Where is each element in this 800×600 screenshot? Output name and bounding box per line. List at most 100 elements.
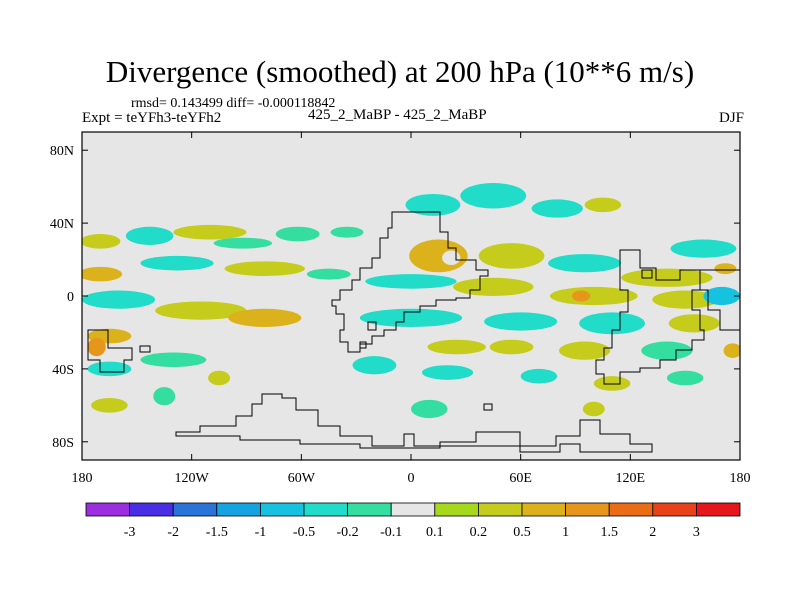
field-blob-4: [275, 226, 320, 242]
field-blob-52: [582, 401, 605, 417]
colorbar-box-13: [652, 502, 697, 517]
x-tick-label-1: 120W: [175, 471, 210, 486]
field-blob-35: [652, 290, 719, 309]
field-blob-50: [666, 370, 704, 386]
field-blob-44: [559, 341, 611, 360]
field-blob-12: [228, 308, 302, 327]
field-blob-15: [140, 352, 207, 368]
x-tick-label-0: 180: [72, 471, 93, 486]
colorbar: -3 -2 -1.5 -1 -0.5 -0.2 -0.1 0.1 0.2 0.5 1 1.5 2 3: [85, 502, 741, 540]
colorbar-label-0: -3: [124, 525, 136, 540]
axes: 180 120W 60W 0 60E 120E 180 80N 40N 0 40S 80S: [50, 132, 751, 486]
field-blob-23: [584, 197, 622, 213]
field-blob-18: [153, 387, 176, 406]
field-blob-2: [173, 224, 247, 240]
experiment-label: Expt = teYFh3-teYFh2: [82, 110, 222, 126]
colorbar-label-13: 3: [693, 525, 700, 540]
field-blob-32: [453, 277, 534, 296]
field-blob-14: [87, 337, 106, 357]
colorbar-label-7: 0.1: [426, 525, 444, 540]
colorbar-label-4: -0.5: [293, 525, 315, 540]
field-blob-10: [82, 290, 156, 309]
colorbar-label-3: -1: [255, 525, 267, 540]
plot-background: [82, 132, 740, 460]
coastline-antarctica: [175, 393, 653, 453]
colorbar-box-6: [347, 502, 392, 517]
coastline-islands: [139, 269, 653, 411]
colorbar-label-6: -0.1: [380, 525, 402, 540]
field-blob-45: [641, 341, 693, 360]
field-blob-33: [549, 286, 638, 306]
field-blob-29: [621, 268, 713, 287]
colorbar-box-9: [477, 502, 523, 517]
field-blob-9: [306, 268, 351, 280]
field-blob-31: [365, 274, 457, 289]
coastline-continent-east: [699, 269, 740, 331]
stats-text: rmsd= 0.143499 diff= -0.000118842: [131, 96, 336, 111]
colorbar-box-4: [259, 502, 305, 517]
field-blob-36: [703, 286, 740, 306]
field-blob-27: [548, 254, 622, 273]
field-blob-41: [723, 343, 740, 358]
x-tick-label-2: 60W: [288, 471, 316, 486]
field-blob-49: [593, 376, 631, 391]
colorbar-box-2: [172, 502, 218, 517]
field-blob-40: [668, 314, 720, 333]
colorbar-label-9: 0.5: [513, 525, 531, 540]
field-blob-26: [478, 243, 545, 269]
field-blob-3: [213, 237, 273, 249]
field-blob-17: [91, 398, 128, 413]
colorbar-box-3: [216, 502, 261, 517]
y-tick-label-0: 80N: [50, 144, 74, 159]
field-blob-5: [330, 226, 364, 238]
field-blob-28: [670, 239, 737, 258]
field-blob-51: [411, 399, 448, 419]
colorbar-box-8: [434, 502, 479, 517]
field-blob-46: [352, 356, 397, 375]
y-tick-label-1: 40N: [50, 217, 74, 232]
field-blob-42: [427, 339, 486, 355]
field-blob-47: [421, 365, 474, 380]
coastline-continent-west: [87, 329, 133, 373]
colorbar-label-8: 0.2: [470, 525, 488, 540]
colorbar-box-5: [303, 502, 348, 517]
field-blob-30: [714, 263, 737, 275]
colorbar-label-11: 1.5: [600, 525, 618, 540]
field-blob-48: [520, 368, 558, 384]
field-blob-34: [571, 290, 591, 302]
field-blob-16: [87, 361, 132, 377]
field-blob-6: [82, 266, 123, 282]
field-blob-43: [489, 339, 534, 355]
colorbar-box-1: [129, 502, 174, 517]
chart-title: Divergence (smoothed) at 200 hPa (10**6 …: [105, 54, 695, 89]
colorbar-label-10: 1: [562, 525, 569, 540]
season-label: DJF: [718, 110, 744, 126]
x-tick-label-5: 120E: [616, 471, 646, 486]
y-tick-label-3: 40S: [52, 363, 74, 378]
coastline-continent-asia-australia: [595, 249, 705, 385]
colorbar-label-5: -0.2: [337, 525, 359, 540]
colorbar-label-1: -2: [167, 525, 179, 540]
case-label: 425_2_MaBP - 425_2_MaBP: [308, 107, 487, 123]
field-blob-37: [359, 308, 463, 327]
field-blob-21: [460, 183, 527, 209]
x-tick-label-4: 60E: [509, 471, 532, 486]
x-tick-label-3: 0: [408, 471, 415, 486]
colorbar-box-0: [85, 502, 130, 517]
colorbar-label-2: -1.5: [206, 525, 228, 540]
colorbar-box-11: [565, 502, 610, 517]
colorbar-box-10: [521, 502, 566, 517]
field-blob-25: [442, 250, 461, 266]
colorbar-label-12: 2: [649, 525, 656, 540]
field-blob-39: [579, 312, 645, 335]
field-blob-8: [224, 261, 305, 276]
y-tick-label-2: 0: [67, 290, 74, 305]
colorbar-box-14: [696, 502, 741, 517]
coastline-continent-africa-europe: [331, 211, 489, 353]
field-blob-19: [208, 370, 231, 386]
coastline-layer: [87, 211, 740, 453]
y-tick-label-4: 80S: [52, 436, 74, 451]
field-blob-11: [155, 301, 247, 320]
field-blob-38: [484, 312, 558, 331]
